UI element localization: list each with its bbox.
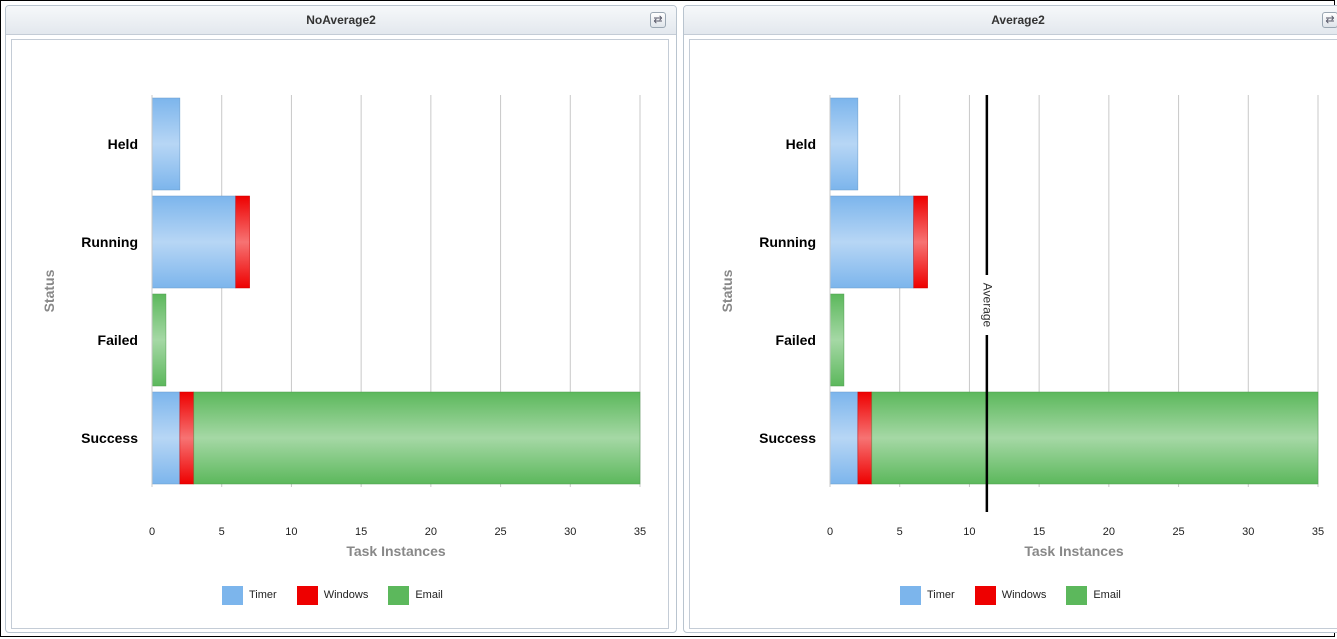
reference-line-label: Average	[981, 283, 995, 328]
bar-timer-success	[829, 391, 859, 485]
legend-item-email[interactable]: Email	[388, 585, 443, 605]
legend-swatch	[296, 585, 318, 605]
x-tick-label: 0	[827, 526, 833, 538]
bar-chart: Held Running Failed Success 0 5 10 15 20 25 30 35 Ta…	[41, 95, 646, 559]
category-label: Failed	[776, 332, 816, 348]
legend-item-windows[interactable]: Windows	[974, 585, 1047, 605]
x-tick-label: 35	[1312, 526, 1324, 538]
chart-panel-noaverage2: NoAverage2 ⇄ Held Running Failed Success 0 5 1…	[5, 5, 677, 633]
panel-header: NoAverage2 ⇄	[6, 6, 676, 35]
legend-swatch	[1066, 585, 1088, 605]
legend-swatch	[974, 585, 996, 605]
bar-email-success	[871, 391, 1319, 485]
panel-header: Average2 ⇄	[684, 6, 1337, 35]
legend-item-timer[interactable]: Timer	[900, 585, 955, 605]
bar-email-failed	[829, 293, 845, 387]
panel-title: Average2	[991, 13, 1045, 27]
x-tick-label: 0	[149, 526, 155, 538]
refresh-icon[interactable]: ⇄	[1322, 12, 1337, 28]
legend-swatch	[222, 585, 243, 605]
bar-windows-running	[235, 195, 250, 289]
bar-timer-success	[151, 391, 181, 485]
category-label: Success	[81, 430, 138, 446]
bar-email-success	[193, 391, 641, 485]
legend-swatch	[388, 585, 410, 605]
x-tick-label: 5	[219, 526, 225, 538]
legend-label: Windows	[323, 589, 369, 601]
x-tick-label: 30	[1242, 526, 1254, 538]
bar-windows-running	[913, 195, 928, 289]
legend-swatch	[900, 585, 921, 605]
bar-timer-held	[829, 97, 859, 191]
category-label: Success	[759, 430, 816, 446]
x-tick-label: 30	[564, 526, 576, 538]
legend-item-email[interactable]: Email	[1066, 585, 1121, 605]
x-tick-label: 35	[634, 526, 646, 538]
legend-label: Timer	[249, 589, 277, 601]
x-tick-label: 15	[355, 526, 367, 538]
x-tick-label: 5	[897, 526, 903, 538]
chart-panel-average2: Average2 ⇄ Held Running Failed Success Avera…	[683, 5, 1337, 633]
y-axis-title: Status	[41, 269, 57, 312]
legend-label: Windows	[1001, 589, 1047, 601]
bar-timer-running	[151, 195, 236, 289]
bar-chart: Held Running Failed Success Average 0 5 10 15 20 2…	[719, 95, 1324, 559]
x-tick-label: 20	[1103, 526, 1115, 538]
bar-email-failed	[151, 293, 167, 387]
bar-timer-held	[151, 97, 181, 191]
chart-legend: Timer Windows Email	[222, 585, 463, 605]
x-tick-label: 15	[1033, 526, 1045, 538]
x-tick-label: 10	[285, 526, 297, 538]
bar-windows-success	[179, 391, 195, 485]
x-tick-label: 10	[963, 526, 975, 538]
legend-item-timer[interactable]: Timer	[222, 585, 277, 605]
chart-area: Held Running Failed Success 0 5 10 15 20 25 30 35 Ta…	[11, 39, 669, 629]
legend-label: Timer	[927, 589, 955, 601]
chart-legend: Timer Windows Email	[900, 585, 1141, 605]
legend-label: Email	[1093, 589, 1121, 601]
category-label: Running	[81, 234, 138, 250]
legend-label: Email	[415, 589, 443, 601]
category-label: Held	[786, 136, 816, 152]
x-axis-title: Task Instances	[1024, 543, 1124, 559]
x-tick-label: 25	[1172, 526, 1184, 538]
legend-item-windows[interactable]: Windows	[296, 585, 369, 605]
category-label: Running	[759, 234, 816, 250]
chart-area: Held Running Failed Success Average 0 5 10 15 20 2…	[689, 39, 1337, 629]
category-label: Failed	[98, 332, 138, 348]
bar-windows-success	[857, 391, 873, 485]
bar-timer-running	[829, 195, 914, 289]
panel-title: NoAverage2	[306, 13, 376, 27]
category-label: Held	[108, 136, 138, 152]
x-tick-label: 25	[494, 526, 506, 538]
x-axis-title: Task Instances	[346, 543, 446, 559]
x-tick-label: 20	[425, 526, 437, 538]
refresh-icon[interactable]: ⇄	[650, 12, 666, 28]
y-axis-title: Status	[719, 269, 735, 312]
